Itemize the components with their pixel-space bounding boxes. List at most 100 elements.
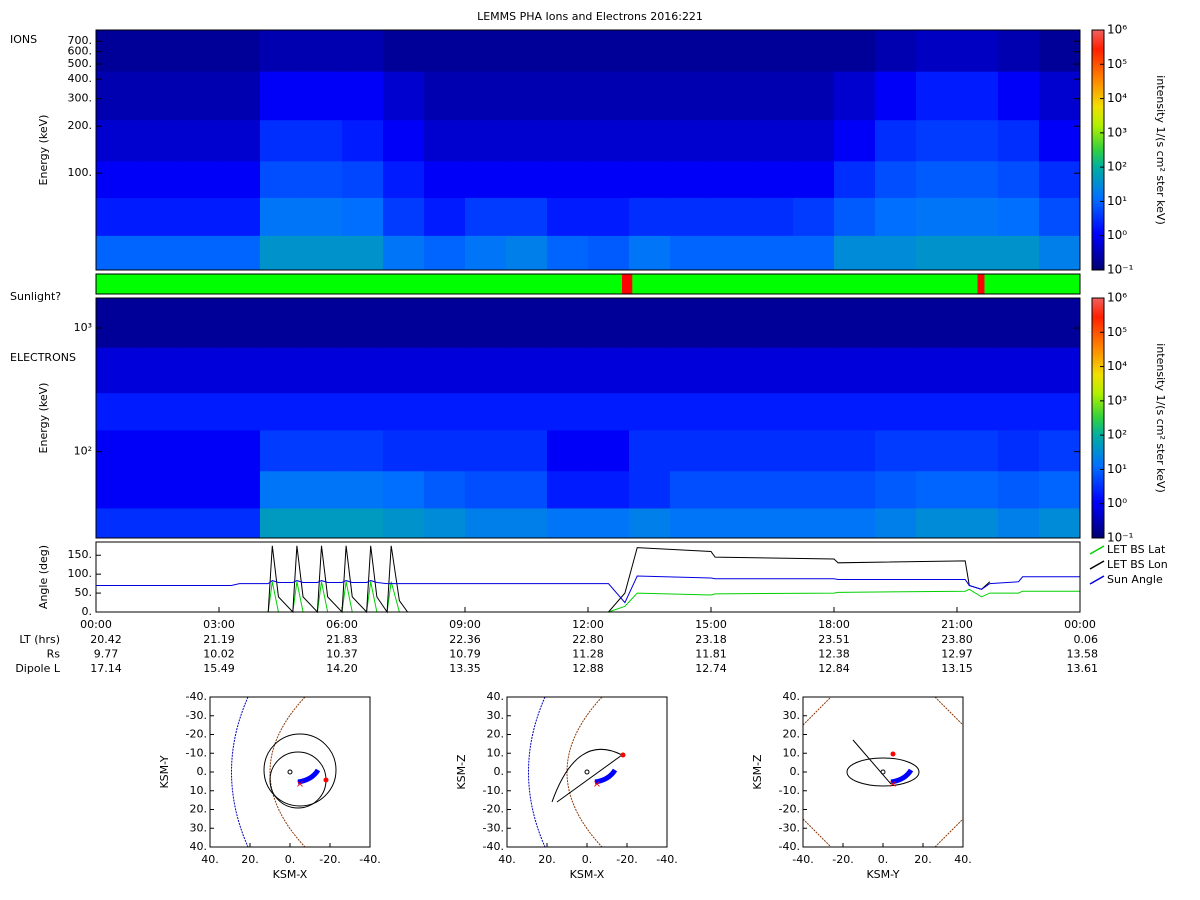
ephemeris-value: 20.42 (90, 633, 122, 646)
start-marker: × (296, 779, 304, 790)
heat-cell (711, 197, 753, 236)
ephemeris-value: 22.80 (572, 633, 604, 646)
heat-cell (834, 507, 876, 539)
heat-cell (957, 197, 999, 236)
heat-cell (752, 392, 794, 431)
heat-cell (998, 470, 1040, 509)
x-tick-label: 21:00 (941, 618, 973, 631)
heat-cell (752, 429, 794, 472)
heat-cell (260, 71, 302, 121)
panel-frame (95, 29, 1081, 271)
heat-cell (301, 71, 343, 121)
band-frame (95, 273, 1081, 295)
legend-swatch (1089, 560, 1105, 570)
heat-cell (1039, 347, 1081, 394)
heat-cell (588, 347, 630, 394)
ephemeris-value: 11.81 (695, 648, 727, 661)
heat-cell (383, 235, 425, 271)
colorbar-tick-label: 10⁻¹ (1107, 531, 1134, 545)
heat-cell (178, 392, 220, 431)
heat-cell (547, 429, 589, 472)
heat-cell (670, 197, 712, 236)
heat-cell (178, 470, 220, 509)
heat-cell (588, 470, 630, 509)
heat-cell (793, 197, 835, 236)
x-tick-label: 00:00 (80, 618, 112, 631)
heat-cell (588, 298, 630, 348)
heat-cell (916, 30, 958, 72)
sunlight-band (96, 274, 1080, 294)
y-tick-label: 10² (74, 445, 92, 458)
x-tick-label: 09:00 (449, 618, 481, 631)
shadow-interval (977, 274, 985, 294)
heat-cell (547, 507, 589, 539)
bow-shock (934, 696, 964, 726)
heat-cell (424, 429, 466, 472)
heat-cell (342, 71, 384, 121)
y-tick-label: 30. (487, 709, 505, 722)
colorbar-label: intensity 1/(s cm² ster keV) (1154, 75, 1167, 224)
y-tick-label: 50. (75, 586, 93, 599)
heat-cell (260, 347, 302, 394)
x-axis-label: KSM-X (273, 868, 308, 881)
heat-cell (506, 119, 548, 162)
heat-cell (629, 470, 671, 509)
heat-cell (670, 392, 712, 431)
heat-cell (219, 160, 261, 198)
y-tick-label: 0. (790, 765, 801, 778)
heat-cell (547, 71, 589, 121)
heat-cell (916, 347, 958, 394)
heat-cell (629, 71, 671, 121)
heat-cell (383, 71, 425, 121)
heat-cell (1039, 392, 1081, 431)
heat-cell (793, 298, 835, 348)
y-tick-label: -40. (186, 690, 207, 703)
heat-cell (301, 298, 343, 348)
heat-cell (916, 119, 958, 162)
heat-cell (588, 71, 630, 121)
heat-cell (260, 119, 302, 162)
colorbar-tick-label: 10⁶ (1107, 23, 1127, 37)
heat-cell (424, 470, 466, 509)
heat-cell (875, 507, 917, 539)
heat-cell (875, 197, 917, 236)
x-tick-label: -20. (616, 853, 637, 866)
heat-cell (260, 30, 302, 72)
heat-cell (875, 470, 917, 509)
orbit-frame (802, 696, 964, 848)
ephemeris-value: 13.35 (449, 662, 481, 675)
heat-cell (998, 235, 1040, 271)
heat-cell (383, 347, 425, 394)
heat-cell (752, 119, 794, 162)
heat-cell (998, 30, 1040, 72)
heat-cell (998, 197, 1040, 236)
angle-line (239, 581, 1080, 613)
panel-frame (95, 541, 1081, 613)
ephemeris-value: 17.14 (90, 662, 122, 675)
heat-cell (957, 470, 999, 509)
heat-cell (916, 160, 958, 198)
heat-cell (96, 119, 138, 162)
heat-cell (465, 392, 507, 431)
heat-cell (465, 30, 507, 72)
heat-cell (465, 298, 507, 348)
y-tick-label: 20. (487, 728, 505, 741)
y-tick-label: 150. (68, 548, 93, 561)
heat-cell (301, 30, 343, 72)
heat-cell (793, 347, 835, 394)
heat-cell (588, 30, 630, 72)
ephemeris-value: 22.36 (449, 633, 481, 646)
start-marker: × (593, 779, 601, 790)
heat-cell (506, 298, 548, 348)
heat-cell (588, 507, 630, 539)
heat-cell (752, 71, 794, 121)
heat-cell (834, 119, 876, 162)
ephemeris-value: 21.83 (326, 633, 358, 646)
heat-cell (178, 119, 220, 162)
heat-cell (178, 507, 220, 539)
saturn (880, 769, 886, 775)
heat-cell (137, 298, 179, 348)
orbit-frame (506, 696, 668, 848)
heat-cell (260, 392, 302, 431)
